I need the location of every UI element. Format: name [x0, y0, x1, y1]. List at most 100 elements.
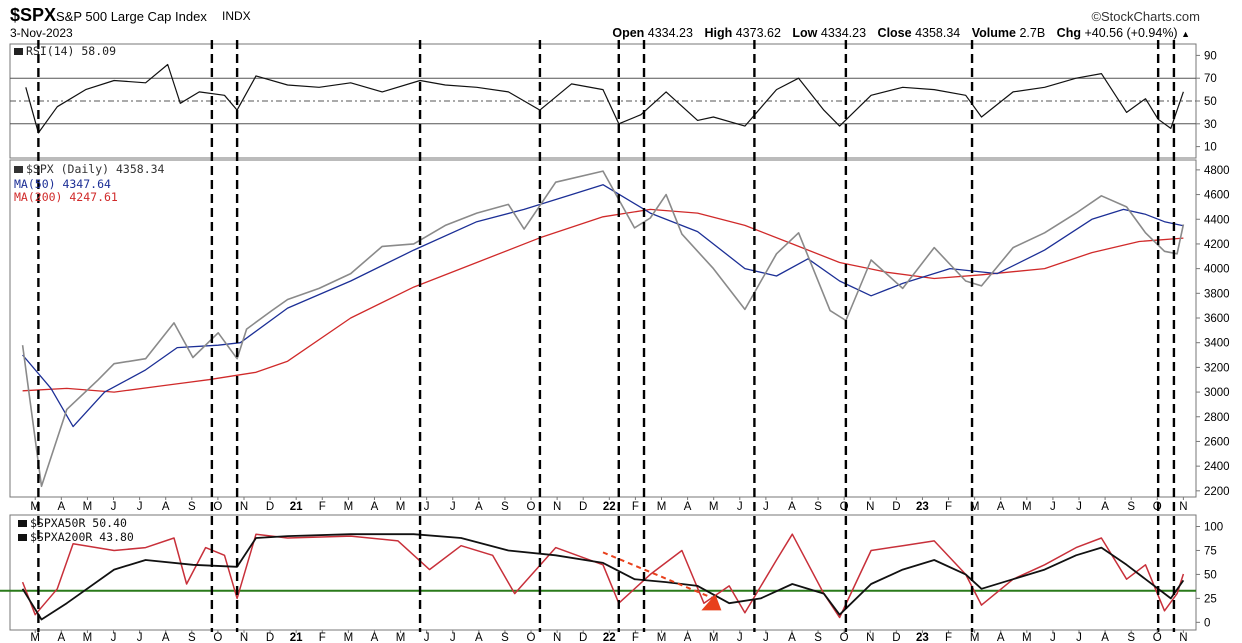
- x-tick-label: M: [709, 501, 719, 513]
- brand[interactable]: ©StockCharts.com: [1091, 9, 1200, 24]
- x-tick-label: J: [137, 501, 143, 513]
- y-tick-label: 2800: [1204, 412, 1230, 424]
- x-tick-label: A: [1101, 501, 1109, 513]
- x-tick-label: N: [866, 632, 874, 643]
- high-label: High: [704, 26, 733, 40]
- y-tick-label: 0: [1204, 617, 1210, 629]
- annotation-arrowhead: [701, 594, 722, 611]
- x-tick-label: S: [501, 501, 509, 513]
- y-tick-label: 25: [1204, 593, 1217, 605]
- x-tick-label: D: [266, 632, 274, 643]
- ma50-line: [22, 184, 1184, 428]
- volume-label: Volume: [971, 26, 1016, 40]
- x-tick-label: A: [997, 632, 1005, 643]
- x-tick-label: N: [553, 632, 561, 643]
- x-tick-label: J: [450, 501, 456, 513]
- x-tick-label: O: [840, 632, 849, 643]
- x-tick-label: J: [763, 501, 769, 513]
- rsi-line: [25, 63, 1184, 134]
- x-tick-label: A: [684, 501, 692, 513]
- y-tick-label: 3200: [1204, 362, 1230, 374]
- price-legend: $SPX (Daily) 4358.34: [26, 162, 165, 176]
- y-tick-label: 3000: [1204, 387, 1230, 399]
- x-tick-label: M: [709, 632, 719, 643]
- x-tick-label: M: [657, 632, 667, 643]
- x-tick-label: A: [1101, 632, 1109, 643]
- x-tick-label: S: [188, 632, 196, 643]
- x-tick-label: J: [737, 501, 743, 513]
- y-tick-label: 75: [1204, 545, 1217, 557]
- x-tick-label: 21: [290, 632, 303, 643]
- x-tick-label: F: [945, 501, 952, 513]
- x-tick-label: A: [997, 501, 1005, 513]
- x-tick-label: S: [501, 632, 509, 643]
- x-tick-label: F: [319, 501, 326, 513]
- x-tick-label: N: [553, 501, 561, 513]
- x-tick-label: M: [396, 501, 406, 513]
- x-tick-label: S: [814, 632, 822, 643]
- x-tick-label: F: [945, 632, 952, 643]
- x-tick-label: M: [1022, 632, 1032, 643]
- x-tick-label: J: [424, 501, 430, 513]
- chart-date: 3-Nov-2023: [10, 26, 73, 40]
- spxa50r-line: [21, 533, 1185, 619]
- x-tick-label: M: [970, 501, 980, 513]
- y-tick-label: 50: [1204, 569, 1217, 581]
- y-tick-label: 2600: [1204, 436, 1230, 448]
- close-label: Close: [877, 26, 912, 40]
- x-tick-label: M: [30, 501, 40, 513]
- x-tick-label: J: [737, 632, 743, 643]
- spxa200r-legend: $SPXA200R 43.80: [30, 530, 134, 544]
- x-tick-label: 21: [290, 501, 303, 513]
- x-tick-label: A: [371, 632, 379, 643]
- open-value: 4334.23: [647, 26, 693, 40]
- x-tick-label: N: [866, 501, 874, 513]
- chg-up-arrow-icon: ▲: [1181, 29, 1190, 39]
- rsi-legend-marker: [14, 48, 23, 55]
- x-tick-label: 22: [603, 501, 616, 513]
- low-label: Low: [792, 26, 818, 40]
- spxa200r-legend-marker: [18, 534, 27, 541]
- close-value: 4358.34: [915, 26, 961, 40]
- x-tick-label: A: [788, 632, 796, 643]
- panel-frame: [9, 514, 1197, 631]
- x-tick-label: D: [579, 632, 587, 643]
- y-tick-label: 3600: [1204, 313, 1230, 325]
- x-tick-label: D: [579, 501, 587, 513]
- x-tick-label: F: [632, 632, 639, 643]
- x-tick-label: O: [213, 632, 222, 643]
- x-tick-label: D: [892, 632, 900, 643]
- x-tick-label: S: [188, 501, 196, 513]
- x-tick-label: F: [632, 501, 639, 513]
- chg-label: Chg: [1056, 26, 1081, 40]
- y-tick-label: 100: [1204, 522, 1223, 534]
- x-tick-label: N: [240, 632, 248, 643]
- y-tick-label: 3400: [1204, 338, 1230, 350]
- spxa50r-legend-marker: [18, 520, 27, 527]
- price-legend-marker: [14, 166, 23, 173]
- y-tick-label: 4400: [1204, 214, 1230, 226]
- index-name: S&P 500 Large Cap Index: [56, 9, 207, 24]
- x-tick-label: S: [814, 501, 822, 513]
- y-tick-label: 2400: [1204, 461, 1230, 473]
- x-tick-label: N: [240, 501, 248, 513]
- x-tick-label: J: [137, 632, 143, 643]
- x-tick-label: N: [1179, 501, 1187, 513]
- x-tick-label: D: [266, 501, 274, 513]
- y-tick-label: 2200: [1204, 486, 1230, 498]
- annotation-trend-arrow: [602, 551, 714, 600]
- ma200-legend: MA(200) 4247.61: [14, 190, 118, 204]
- x-tick-label: A: [475, 632, 483, 643]
- x-tick-label: M: [344, 501, 354, 513]
- x-tick-label: O: [1153, 501, 1162, 513]
- ma50-legend: MA(50) 4347.64: [14, 177, 111, 191]
- x-tick-label: A: [371, 501, 379, 513]
- x-tick-label: A: [475, 501, 483, 513]
- x-tick-label: M: [83, 501, 93, 513]
- x-tick-label: S: [1127, 632, 1135, 643]
- x-tick-label: J: [111, 501, 117, 513]
- y-tick-label: 70: [1204, 73, 1217, 85]
- x-tick-label: 22: [603, 632, 616, 643]
- x-tick-label: A: [57, 632, 65, 643]
